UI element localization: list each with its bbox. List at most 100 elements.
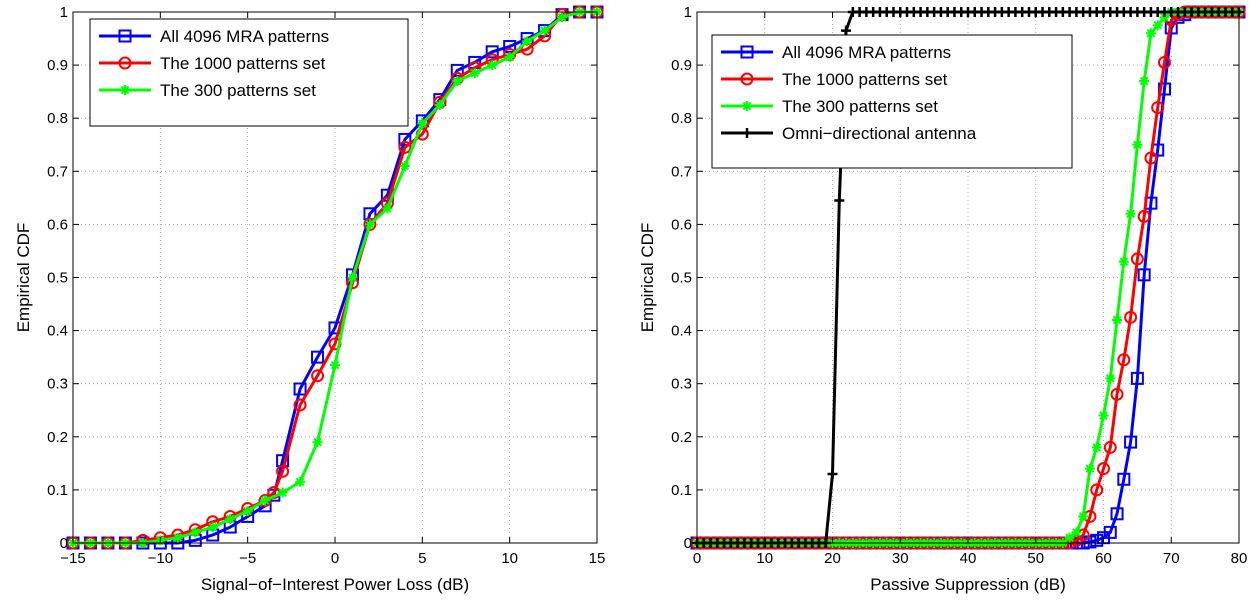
y-tick-label: 0.3 <box>671 376 692 393</box>
y-tick-label: 1 <box>684 4 692 21</box>
data-point <box>1064 532 1075 543</box>
y-tick-label: 0.1 <box>47 482 68 499</box>
data-point <box>1117 472 1131 486</box>
data-point <box>522 36 533 47</box>
data-point <box>277 487 288 498</box>
data-point <box>834 195 845 206</box>
data-point <box>1091 442 1102 453</box>
data-point <box>311 350 325 364</box>
data-point <box>364 219 375 230</box>
data-point <box>1137 209 1151 223</box>
data-point <box>1125 208 1136 219</box>
data-point <box>1112 314 1123 325</box>
x-tick-label: 30 <box>892 550 909 567</box>
legend-label: All 4096 MRA patterns <box>160 27 329 46</box>
data-point <box>469 68 480 79</box>
data-point <box>399 160 410 171</box>
data-point <box>1130 371 1144 385</box>
x-tick-label: 5 <box>418 550 426 567</box>
data-point <box>172 532 183 543</box>
legend-item: All 4096 MRA patterns <box>721 43 951 62</box>
data-point <box>1159 12 1170 23</box>
legend-item: The 300 patterns set <box>99 81 316 100</box>
legend-marker <box>740 72 754 86</box>
data-point <box>1137 268 1151 282</box>
y-tick-label: 0.9 <box>47 57 68 74</box>
data-point <box>225 514 236 525</box>
y-tick-label: 0.1 <box>671 482 692 499</box>
data-point <box>434 99 445 110</box>
data-point <box>1124 435 1138 449</box>
legend-item: The 1000 patterns set <box>721 70 948 89</box>
y-tick-label: 0.5 <box>671 270 692 287</box>
data-point <box>452 76 463 87</box>
x-tick-label: −15 <box>60 550 85 567</box>
data-point <box>1103 525 1117 539</box>
data-point <box>1157 55 1171 69</box>
data-point <box>242 506 253 517</box>
legend: All 4096 MRA patterns The 1000 patterns s… <box>711 34 1073 169</box>
data-point <box>1084 463 1095 474</box>
data-point <box>330 360 340 371</box>
data-point <box>557 12 568 23</box>
y-tick-label: 0 <box>684 535 692 552</box>
data-point <box>1124 310 1138 324</box>
data-point <box>190 527 201 538</box>
y-tick-label: 0.9 <box>671 57 692 74</box>
data-point <box>1097 462 1110 476</box>
data-point <box>1110 507 1124 521</box>
data-point <box>1132 139 1143 150</box>
data-point <box>1078 511 1089 522</box>
data-point <box>1151 101 1165 115</box>
data-point <box>1083 535 1097 549</box>
data-point <box>841 25 852 36</box>
data-point <box>1090 533 1104 547</box>
legend-label: The 1000 patterns set <box>160 54 326 73</box>
data-point <box>312 437 323 448</box>
data-point <box>1103 440 1117 454</box>
data-point <box>503 40 517 54</box>
legend-marker <box>742 128 752 138</box>
x-tick-label: 0 <box>693 550 701 567</box>
data-point <box>1139 76 1150 87</box>
legend-item: Omni−directional antenna <box>721 124 977 143</box>
y-tick-label: 0.7 <box>47 163 68 180</box>
data-point <box>1098 410 1109 421</box>
y-tick-label: 0.7 <box>671 163 692 180</box>
x-tick-label: 80 <box>1231 550 1248 567</box>
x-tick-label: −5 <box>239 550 256 567</box>
data-point <box>293 398 307 412</box>
legend-marker <box>118 29 132 43</box>
data-point <box>1145 28 1156 39</box>
x-tick-label: 15 <box>589 550 606 567</box>
data-point <box>1130 252 1144 266</box>
data-point <box>398 132 412 146</box>
data-point <box>417 118 428 129</box>
data-point <box>295 476 306 487</box>
data-point <box>1071 527 1082 538</box>
legend-marker <box>120 85 130 95</box>
legend-marker <box>742 101 752 111</box>
legend-label: The 300 patterns set <box>160 81 316 100</box>
legend: All 4096 MRA patterns The 1000 patterns s… <box>89 18 409 127</box>
x-tick-label: 60 <box>1095 550 1112 567</box>
data-point <box>485 45 499 59</box>
data-point <box>1110 387 1124 401</box>
x-tick-label: 50 <box>1027 550 1044 567</box>
data-point <box>311 369 325 383</box>
x-tick-label: −10 <box>148 550 173 567</box>
chart-right-passive-suppression: 0 10 20 30 40 50 60 70 80 0 0.1 0.2 0.3 0.4 0.5 0.6 0.7 0… <box>638 4 1247 594</box>
x-axis-label: Passive Suppression (dB) <box>870 575 1066 594</box>
data-point <box>276 464 290 478</box>
x-tick-label: 40 <box>960 550 977 567</box>
data-point <box>827 468 838 479</box>
y-tick-label: 0.6 <box>671 216 692 233</box>
data-point <box>1105 373 1116 384</box>
data-point <box>398 140 412 154</box>
data-point <box>487 60 498 71</box>
x-tick-label: 70 <box>1163 550 1180 567</box>
y-tick-label: 0 <box>60 535 68 552</box>
data-point <box>1118 256 1129 267</box>
data-point <box>258 494 272 508</box>
